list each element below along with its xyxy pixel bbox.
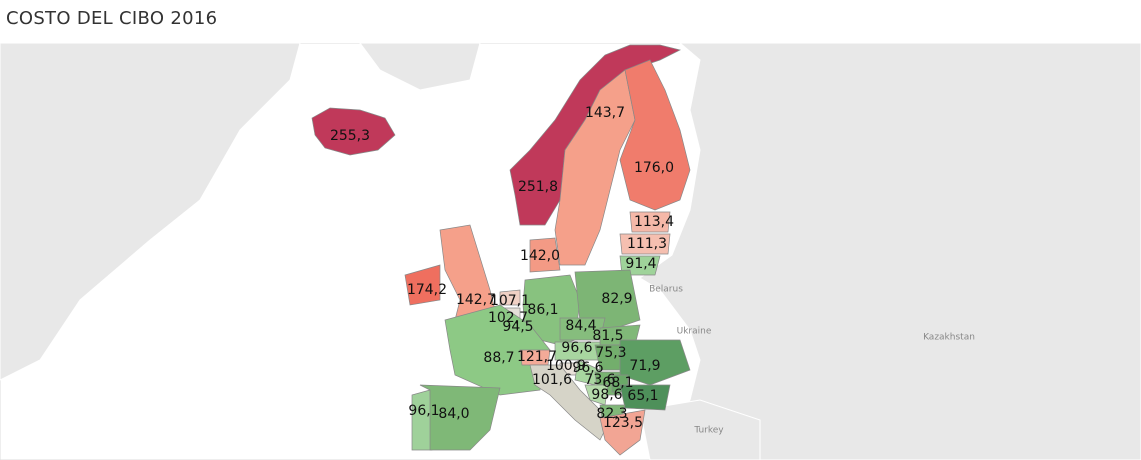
value-label: 73,6 — [584, 372, 615, 388]
country — [619, 233, 671, 255]
value-label: 102,7 — [488, 310, 528, 326]
land — [639, 399, 761, 460]
value-label: 91,4 — [625, 256, 656, 272]
value-label: 121,7 — [517, 349, 557, 365]
value-label: 101,6 — [532, 372, 572, 388]
value-label: 71,9 — [629, 358, 660, 374]
value-label: 68,1 — [602, 375, 633, 391]
country — [554, 69, 636, 266]
value-label: 98,6 — [591, 387, 622, 403]
country — [619, 384, 671, 411]
value-label: 82,9 — [601, 291, 632, 307]
place-label: Kazakhstan — [923, 333, 975, 343]
land — [359, 43, 481, 91]
value-label: 81,5 — [592, 328, 623, 344]
value-label: 96,1 — [408, 403, 439, 419]
country — [509, 44, 682, 226]
value-label: 113,4 — [634, 214, 674, 230]
value-label: 174,2 — [407, 282, 447, 298]
place-label: Belarus — [649, 285, 683, 295]
place-label: Turkey — [693, 426, 724, 436]
value-label: 143,7 — [585, 105, 625, 121]
title: COSTO DEL CIBO 2016 — [6, 8, 218, 29]
value-label: 65,1 — [627, 388, 658, 404]
country — [311, 107, 396, 156]
value-label: 142,0 — [520, 248, 560, 264]
value-label: 75,3 — [595, 345, 626, 361]
value-label: 142,7 — [456, 292, 496, 308]
country — [499, 289, 521, 306]
land — [0, 43, 301, 381]
value-label: 123,5 — [603, 415, 643, 431]
country — [444, 304, 551, 396]
value-label: 94,5 — [502, 319, 533, 335]
value-label: 111,3 — [627, 236, 667, 252]
country — [411, 389, 433, 451]
value-label: 255,3 — [330, 128, 370, 144]
value-label: 82,3 — [596, 406, 627, 422]
country — [619, 339, 691, 386]
country — [629, 211, 671, 233]
value-label: 107,1 — [490, 293, 530, 309]
map: 255,3 251,8 143,7 176,0 113,4 111,3 91,4 142,0 1… — [0, 43, 1141, 460]
value-label: 96,6 — [561, 340, 592, 356]
land — [639, 43, 1141, 460]
value-label: 96,6 — [572, 360, 603, 376]
value-label: 84,0 — [438, 406, 469, 422]
value-label: 176,0 — [634, 160, 674, 176]
value-label: 100,9 — [546, 358, 586, 374]
value-label: 84,4 — [565, 318, 596, 334]
country — [529, 237, 561, 273]
country — [529, 364, 611, 441]
value-label: 86,1 — [527, 302, 558, 318]
country — [599, 409, 646, 456]
country — [419, 384, 501, 451]
country — [404, 264, 441, 306]
value-label: 88,7 — [483, 350, 514, 366]
place-label: Ukraine — [677, 327, 712, 337]
country — [574, 269, 641, 331]
country — [619, 59, 691, 211]
background-land — [0, 43, 1141, 460]
value-label: 251,8 — [518, 179, 558, 195]
